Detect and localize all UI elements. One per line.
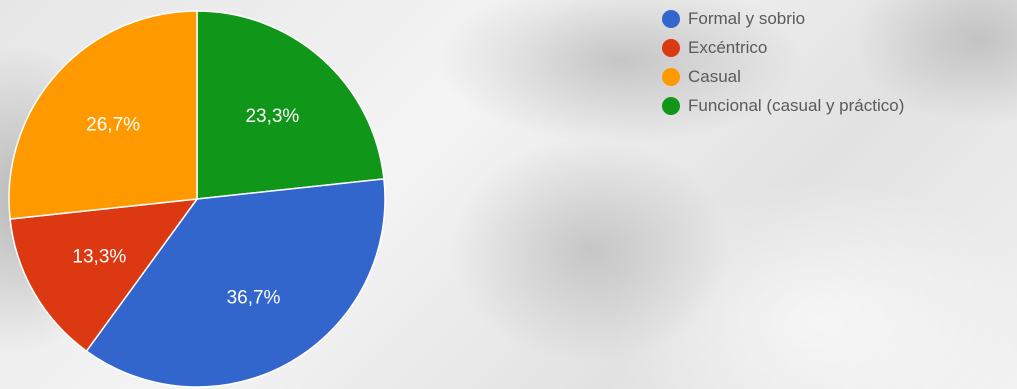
pie-slice-formal[interactable] <box>85 178 386 388</box>
legend-swatch <box>662 68 680 86</box>
legend-label: Funcional (casual y práctico) <box>688 96 905 115</box>
legend-item[interactable]: Formal y sobrio <box>662 8 904 30</box>
legend-label: Casual <box>688 67 741 86</box>
legend-label: Excéntrico <box>688 38 768 57</box>
legend-item[interactable]: Casual <box>662 66 904 88</box>
pie-slice-excéntrico[interactable] <box>9 198 199 353</box>
legend-item[interactable]: Excéntrico <box>662 37 904 59</box>
legend-swatch <box>662 39 680 57</box>
legend-label: Formal y sobrio <box>688 9 806 28</box>
legend-item[interactable]: Funcional (casual y práctico) <box>662 95 904 117</box>
pie-slice-funcional[interactable] <box>196 10 385 200</box>
legend-swatch <box>662 10 680 28</box>
pie-slice-casual[interactable] <box>8 10 198 220</box>
slice-data-label: 36,7% <box>227 288 281 309</box>
legend-swatch <box>662 97 680 115</box>
slice-data-label: 26,7% <box>86 115 140 136</box>
legend: Formal y sobrio Excéntrico Casual Funcional… <box>662 8 904 124</box>
slice-data-label: 13,3% <box>72 247 126 268</box>
slice-data-label: 23,3% <box>245 106 299 127</box>
